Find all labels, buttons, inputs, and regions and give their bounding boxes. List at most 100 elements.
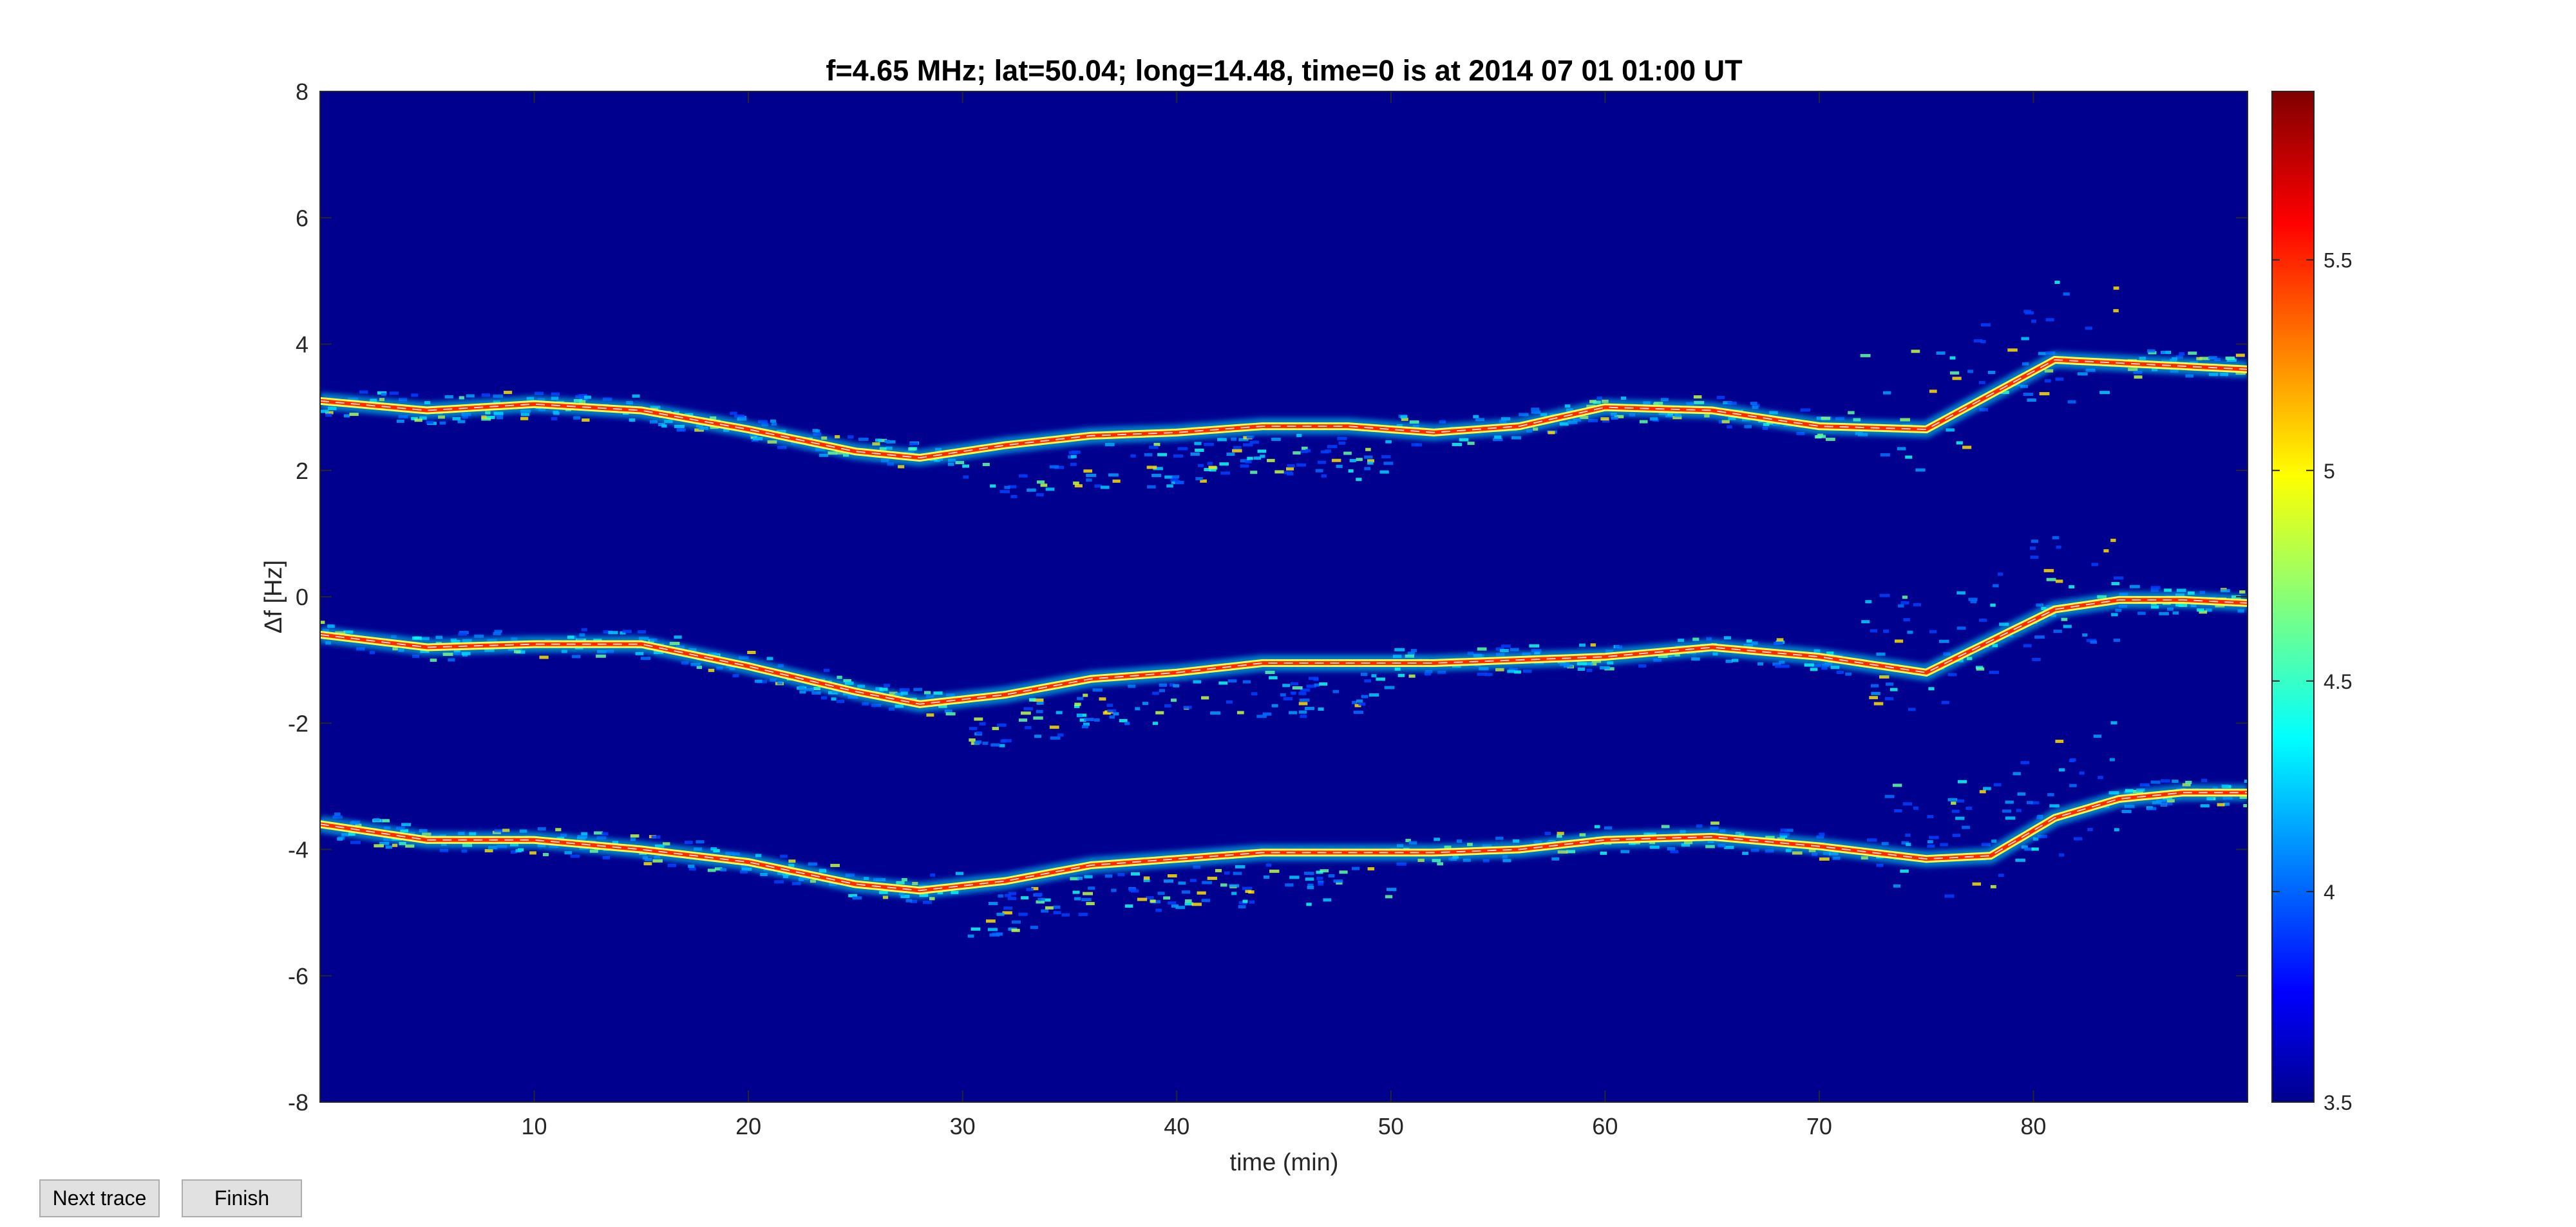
speckle <box>804 688 814 691</box>
speckle <box>1298 702 1308 706</box>
speckle <box>635 651 644 655</box>
speckle <box>1083 469 1093 473</box>
speckle <box>2199 610 2208 614</box>
finish-button[interactable]: Finish <box>182 1179 302 1217</box>
speckle <box>1246 435 1255 439</box>
speckle <box>397 419 404 423</box>
speckle <box>1146 465 1157 469</box>
next-trace-button[interactable]: Next trace <box>39 1179 160 1217</box>
speckle <box>1331 458 1341 462</box>
speckle <box>1049 465 1059 469</box>
speckle <box>1949 371 1960 375</box>
speckle <box>1242 443 1253 447</box>
speckle <box>835 435 840 438</box>
speckle <box>1508 668 1518 671</box>
speckle <box>581 628 587 632</box>
speckle <box>1034 892 1043 896</box>
speckle <box>2201 778 2208 782</box>
speckle <box>2039 392 2050 396</box>
speckle <box>720 868 727 872</box>
speckle <box>1894 809 1902 812</box>
y-tick-label: 2 <box>296 458 308 484</box>
speckle <box>2045 379 2051 383</box>
speckle <box>632 394 640 398</box>
speckle <box>332 815 343 819</box>
speckle <box>872 442 880 446</box>
speckle <box>1792 851 1803 855</box>
speckle <box>1772 662 1781 666</box>
speckle <box>466 394 475 398</box>
chart-title: f=4.65 MHz; lat=50.04; long=14.48, time=… <box>826 54 1742 87</box>
speckle <box>1519 413 1529 417</box>
speckle <box>1220 471 1231 475</box>
speckle <box>1105 443 1115 447</box>
speckle <box>1502 859 1511 863</box>
speckle <box>1204 467 1211 471</box>
speckle <box>2179 351 2185 355</box>
speckle <box>1800 408 1810 412</box>
speckle <box>819 453 829 457</box>
speckle <box>1354 704 1361 707</box>
speckle <box>1106 704 1113 707</box>
speckle <box>1944 894 1955 898</box>
speckle <box>1467 442 1475 445</box>
speckle <box>1477 647 1487 651</box>
speckle <box>510 850 517 854</box>
speckle <box>1099 697 1106 701</box>
speckle <box>886 440 896 444</box>
speckle <box>2021 845 2028 849</box>
speckle <box>1256 715 1267 718</box>
speckle <box>1473 415 1479 418</box>
speckle <box>1367 867 1375 871</box>
speckle <box>1282 684 1291 688</box>
speckle <box>1437 862 1444 866</box>
speckle <box>1289 876 1300 879</box>
speckle <box>1379 470 1389 474</box>
speckle <box>1157 892 1165 895</box>
speckle <box>457 420 466 424</box>
speckle <box>1088 886 1095 890</box>
speckle <box>369 651 375 655</box>
speckle <box>494 413 504 417</box>
speckle <box>1314 683 1320 687</box>
speckle <box>1242 886 1253 890</box>
speckle <box>1902 802 1912 806</box>
speckle <box>1253 456 1262 460</box>
speckle <box>1339 870 1348 874</box>
speckle <box>823 668 830 672</box>
speckle <box>1752 404 1760 407</box>
speckle <box>1371 674 1377 678</box>
speckle <box>2036 603 2044 607</box>
speckle <box>1951 801 1956 805</box>
speckle <box>734 414 745 418</box>
speckle <box>1008 485 1017 489</box>
speckle <box>1045 487 1055 491</box>
speckle <box>967 934 974 938</box>
speckle <box>1204 442 1214 446</box>
speckle <box>1005 894 1012 897</box>
speckle <box>439 848 449 852</box>
speckle <box>1189 879 1197 883</box>
speckle <box>2217 803 2225 807</box>
y-axis-label: Δf [Hz] <box>260 560 287 633</box>
speckle <box>1037 480 1045 484</box>
speckle <box>1053 911 1061 915</box>
y-tick-label: -4 <box>288 837 308 863</box>
speckle <box>1970 600 1977 604</box>
speckle <box>325 413 332 417</box>
speckle <box>1296 433 1302 437</box>
speckle <box>1979 408 1989 412</box>
speckle <box>947 462 954 466</box>
speckle <box>1956 626 1966 630</box>
speckle <box>757 420 768 424</box>
speckle <box>1323 898 1332 902</box>
speckle <box>1285 883 1294 887</box>
speckle <box>1074 702 1081 706</box>
speckle <box>2188 351 2197 355</box>
speckle <box>337 837 343 841</box>
speckle <box>1746 639 1752 643</box>
speckle <box>1903 618 1910 622</box>
speckle <box>1385 440 1392 444</box>
speckle <box>1036 709 1043 713</box>
speckle <box>1036 701 1044 705</box>
